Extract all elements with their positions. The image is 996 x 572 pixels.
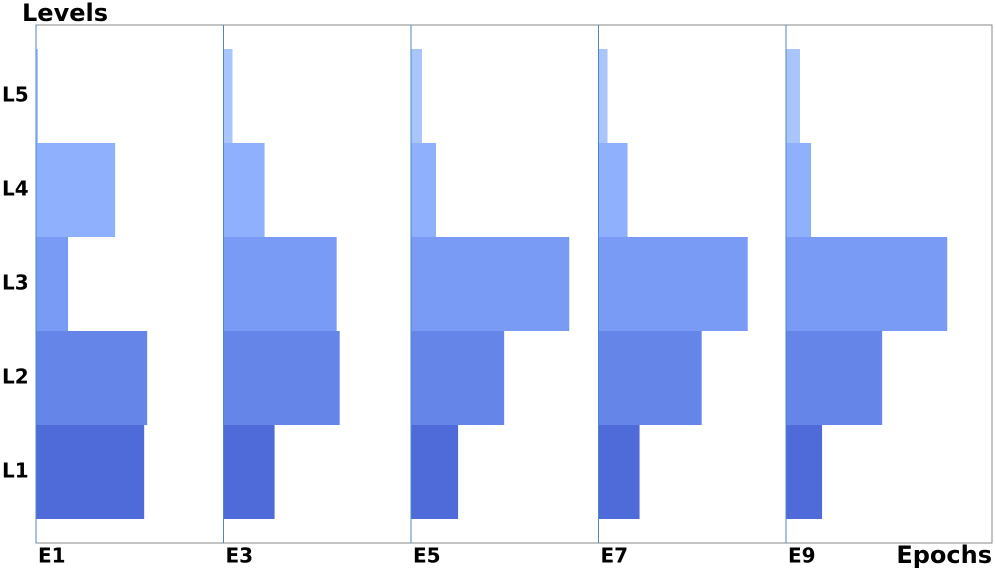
- bar: [786, 143, 812, 237]
- bar: [598, 143, 628, 237]
- x-tick-label: E5: [413, 544, 441, 568]
- bar: [786, 331, 883, 425]
- bar: [598, 331, 702, 425]
- bar: [411, 425, 459, 519]
- bar: [598, 237, 748, 331]
- bar: [598, 49, 608, 143]
- y-tick-label: L2: [2, 365, 29, 389]
- bar: [223, 237, 337, 331]
- y-tick-label: L5: [2, 83, 29, 107]
- bar: [411, 143, 437, 237]
- x-axis-label: Epochs: [896, 541, 992, 569]
- bar: [411, 237, 570, 331]
- bar: [36, 331, 148, 425]
- bar: [36, 237, 69, 331]
- y-tick-label: L4: [2, 177, 29, 201]
- x-tick-label: E7: [601, 544, 629, 568]
- bar: [411, 49, 423, 143]
- bar: [786, 237, 948, 331]
- bar: [786, 425, 823, 519]
- bar: [223, 143, 265, 237]
- bar: [786, 49, 801, 143]
- bar: [223, 49, 233, 143]
- bar: [223, 425, 275, 519]
- x-tick-label: E3: [226, 544, 254, 568]
- y-tick-label: L1: [2, 459, 29, 483]
- bar: [36, 143, 116, 237]
- bar: [598, 425, 640, 519]
- bar: [36, 425, 145, 519]
- y-tick-label: L3: [2, 271, 29, 295]
- bar: [411, 331, 505, 425]
- bar: [36, 49, 39, 143]
- y-axis-label: Levels: [22, 0, 108, 27]
- x-tick-label: E1: [38, 544, 66, 568]
- x-tick-label: E9: [788, 544, 816, 568]
- bar: [223, 331, 340, 425]
